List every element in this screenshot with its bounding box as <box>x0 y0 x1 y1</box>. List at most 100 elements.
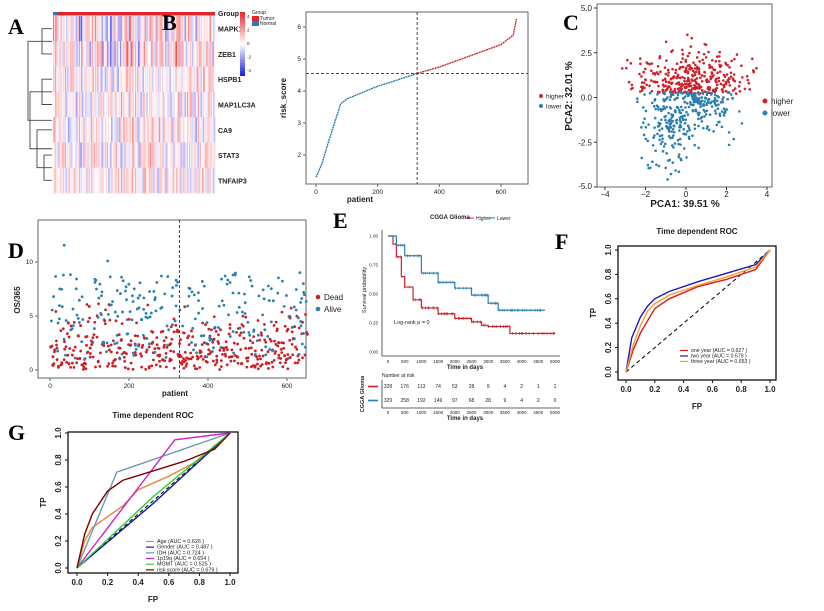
heatmap-cell <box>181 16 183 42</box>
heatmap-cell <box>114 16 116 42</box>
heatmap-cell <box>117 16 120 42</box>
heatmap-cell <box>200 142 203 169</box>
point-dead <box>65 332 69 336</box>
point-higher <box>669 77 673 81</box>
point-higher <box>686 54 690 58</box>
point-higher <box>678 86 681 90</box>
heatmap-cell <box>132 91 135 118</box>
point-alive <box>175 284 178 287</box>
heatmap-cell <box>73 16 75 42</box>
x-axis-label: patient <box>347 195 374 204</box>
point-dead <box>163 359 167 363</box>
heatmap-cell <box>86 142 88 169</box>
heatmap-cell <box>91 41 94 67</box>
point-dead <box>123 366 127 370</box>
point-lower <box>714 103 717 107</box>
heatmap-cell <box>87 66 89 93</box>
heatmap-cell <box>58 91 60 118</box>
point-alive <box>167 328 171 332</box>
heatmap-cell <box>148 16 150 42</box>
heatmap-cell <box>138 66 140 93</box>
heatmap-cell <box>194 167 196 194</box>
point-dead <box>202 341 206 345</box>
point-alive <box>233 271 237 275</box>
point-lower <box>677 153 681 156</box>
point-lower <box>679 91 683 94</box>
point-higher <box>722 79 725 82</box>
point-dead <box>143 336 146 340</box>
point-alive <box>222 303 226 307</box>
point-higher <box>711 89 715 93</box>
heatmap-cell <box>99 117 101 143</box>
heatmap-cell <box>101 41 103 67</box>
roc-curve <box>625 249 771 373</box>
risk-table-cell: 74 <box>435 384 441 390</box>
heatmap-cell <box>197 41 200 67</box>
point-higher <box>675 62 679 66</box>
point-lower <box>677 170 681 174</box>
heatmap-cell <box>122 91 124 118</box>
heatmap-cell <box>143 16 146 42</box>
point-higher <box>704 56 708 59</box>
point-dead <box>284 361 287 365</box>
point-dead <box>244 315 248 319</box>
point-higher <box>720 88 724 91</box>
y-tick-label: 0.2 <box>604 341 613 353</box>
heatmap-cell <box>198 167 201 194</box>
point-dead <box>260 363 264 366</box>
point-alive <box>294 308 298 312</box>
heatmap-cell <box>184 117 187 143</box>
heatmap-cell <box>185 91 188 118</box>
heatmap-cell <box>89 41 92 67</box>
point-dead <box>259 331 263 335</box>
heatmap-cell <box>146 167 149 194</box>
risk-table-x-tick-label: 2000 <box>450 410 461 415</box>
point-dead <box>297 358 301 362</box>
point-lower <box>647 123 650 126</box>
point-lower <box>661 150 665 153</box>
heatmap-cell <box>126 167 128 194</box>
heatmap-cell <box>71 66 73 93</box>
point-lower <box>636 100 639 104</box>
point-dead <box>55 339 58 343</box>
heatmap-cell <box>188 91 190 118</box>
heatmap-cell <box>180 117 182 143</box>
heatmap-cell <box>210 16 213 42</box>
heatmap-cell <box>148 41 150 67</box>
point-higher <box>620 67 624 70</box>
heatmap-cell <box>67 167 69 194</box>
heatmap-cell <box>207 142 209 169</box>
heatmap-cell <box>53 117 55 143</box>
heatmap-cell <box>110 16 112 42</box>
point-dead <box>70 361 74 365</box>
roc-curve <box>76 432 231 569</box>
heatmap-cell <box>166 167 168 194</box>
heatmap-cell <box>127 167 129 194</box>
legend-label: higher <box>546 94 565 101</box>
heatmap-cell <box>185 16 188 42</box>
point-higher <box>679 65 682 69</box>
heatmap-cell <box>192 41 194 67</box>
point-dead <box>111 361 115 365</box>
heatmap-cell <box>75 142 78 169</box>
heatmap-cell <box>162 142 164 169</box>
point-dead <box>214 329 218 333</box>
point-alive <box>64 319 68 322</box>
x-tick-label: 4500 <box>533 359 544 364</box>
y-tick-label: 0 <box>29 367 33 374</box>
heatmap-cell <box>102 91 105 118</box>
heatmap-cell <box>166 117 168 143</box>
point-higher <box>725 73 729 76</box>
point-lower <box>685 156 688 159</box>
heatmap-cell <box>121 66 123 93</box>
point-alive <box>171 323 174 327</box>
risk-table-cell: 0 <box>554 398 557 404</box>
roc-curve <box>76 432 231 569</box>
point-dead <box>88 352 92 355</box>
heatmap-cell <box>175 142 177 169</box>
point-alive <box>93 327 96 330</box>
heatmap-cell <box>193 91 195 118</box>
heatmap-cell <box>211 91 214 118</box>
point-lower <box>654 107 658 111</box>
point-higher <box>715 77 718 81</box>
